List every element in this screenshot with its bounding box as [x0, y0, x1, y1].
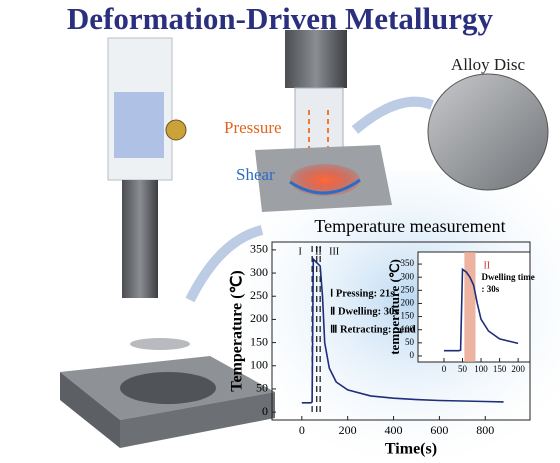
y-tick-label: 0 [410, 350, 415, 360]
x-tick-label: 200 [339, 423, 357, 437]
arrow [351, 96, 434, 134]
bolt [165, 119, 187, 141]
y-tick-label: 250 [250, 288, 268, 302]
phase-label: I [298, 246, 301, 257]
y-tick-label: 150 [401, 311, 415, 321]
x-tick-label: 800 [476, 423, 494, 437]
annotation: Dwelling time [481, 272, 534, 282]
x-tick-label: 150 [493, 364, 507, 374]
y-tick-label: 100 [250, 358, 268, 372]
y-axis-label: Temperature (℃) [229, 270, 246, 392]
x-axis-label: Time(s) [385, 441, 437, 458]
x-tick-label: 50 [458, 364, 468, 374]
inner [114, 92, 164, 158]
y-tick-label: 100 [401, 324, 415, 334]
temperature-line [444, 267, 519, 352]
y-tick-label: 200 [250, 311, 268, 325]
y-tick-label: 200 [401, 298, 415, 308]
title: Deformation-Driven Metallurgy [67, 1, 494, 36]
press-head [285, 30, 347, 88]
y-tick-label: 350 [250, 242, 268, 256]
base-front [120, 392, 275, 448]
shear-label: Shear [236, 165, 275, 184]
y-tick-label: 300 [250, 265, 268, 279]
shaft [122, 180, 158, 298]
annotation: Ⅱ Dwelling: 30s [330, 305, 398, 317]
x-tick-label: 600 [430, 423, 448, 437]
base-side [60, 372, 120, 448]
y-tick-label: 150 [250, 334, 268, 348]
hot-zone [290, 164, 360, 196]
y-tick-label: 350 [401, 258, 415, 268]
alloy-disc [427, 73, 549, 191]
dwell-span [464, 252, 476, 362]
temperature-line [301, 257, 504, 404]
y-tick-label: 250 [401, 284, 415, 294]
disc [130, 338, 190, 350]
arrow [185, 225, 264, 303]
annotation: Ⅰ Pressing: 21s [330, 287, 394, 299]
y-axis-label: temperature (℃) [387, 259, 402, 355]
tube [294, 87, 344, 151]
alloy-disc-label: Alloy Disc [451, 55, 526, 74]
annotation: Ⅲ Retracting: ~end [330, 323, 416, 335]
y-tick-label: 300 [401, 271, 415, 281]
x-tick-label: 100 [474, 364, 488, 374]
phase-label: II [315, 246, 322, 257]
x-tick-label: 0 [299, 423, 305, 437]
phase-label: II [483, 260, 490, 271]
y-tick-label: 50 [256, 381, 268, 395]
shear-arrow [289, 178, 361, 195]
x-tick-label: 200 [511, 364, 525, 374]
chart-title: Temperature measurement [314, 216, 505, 236]
ring [120, 372, 216, 404]
x-tick-label: 400 [385, 423, 403, 437]
x-tick-label: 0 [442, 364, 447, 374]
y-tick-label: 0 [262, 404, 268, 418]
phase-label: III [329, 246, 339, 257]
y-tick-label: 50 [405, 337, 415, 347]
pressure-label: Pressure [224, 118, 282, 137]
annotation: : 30s [481, 284, 499, 294]
